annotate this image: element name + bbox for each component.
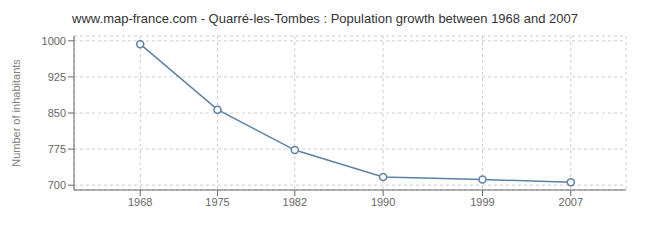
svg-text:2007: 2007: [559, 196, 583, 208]
svg-text:775: 775: [48, 143, 66, 155]
svg-text:1999: 1999: [470, 196, 494, 208]
svg-text:925: 925: [48, 71, 66, 83]
svg-text:1000: 1000: [42, 35, 66, 47]
svg-text:1990: 1990: [371, 196, 395, 208]
svg-text:Number of inhabitants: Number of inhabitants: [10, 59, 22, 167]
html-text:www.map-france.com - Quarré-le: www.map-france.com - Quarré-les-Tombes :…: [72, 11, 578, 26]
svg-text:850: 850: [48, 107, 66, 119]
svg-text:1982: 1982: [283, 196, 307, 208]
svg-text:700: 700: [48, 179, 66, 191]
svg-text:1968: 1968: [128, 196, 152, 208]
svg-text:1975: 1975: [205, 196, 229, 208]
